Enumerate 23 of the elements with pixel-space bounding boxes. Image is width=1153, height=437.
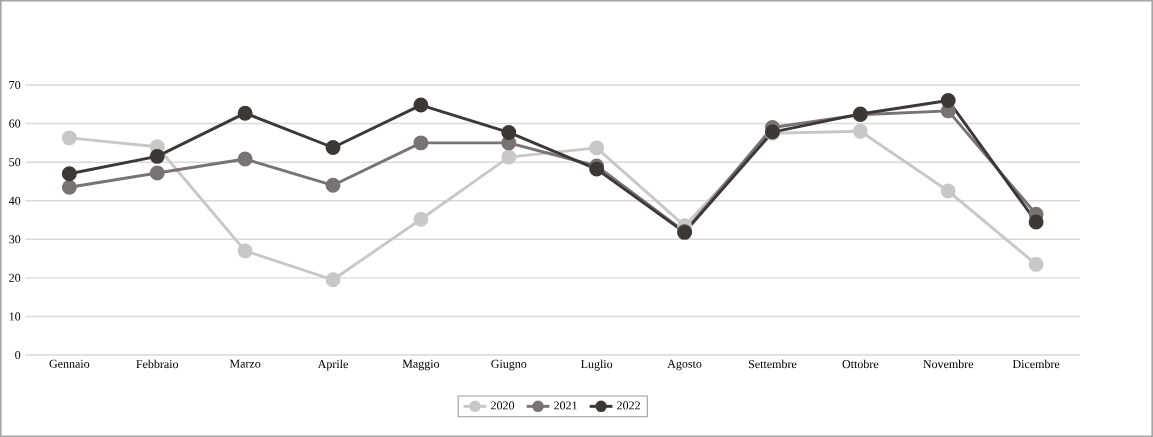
legend-label: 2021 <box>554 401 577 410</box>
x-tick-label: Dicembre <box>1012 359 1060 369</box>
x-tick-label: Agosto <box>667 359 702 371</box>
x-tick-label: Marzo <box>229 359 261 368</box>
y-tick-label: 70 <box>9 80 21 90</box>
y-tick-label: 50 <box>9 158 21 167</box>
y-tick-label: 30 <box>9 235 21 244</box>
x-tick-label: Febbraio <box>136 359 179 369</box>
y-tick-label: 40 <box>8 196 21 205</box>
x-tick-label: Aprile <box>317 359 348 371</box>
y-tick-label: 60 <box>9 119 21 128</box>
x-tick-label: Ottobre <box>842 359 879 369</box>
x-tick-label: Maggio <box>402 359 440 371</box>
x-tick-label: Gennaio <box>49 359 90 368</box>
y-tick-label: 10 <box>9 312 21 321</box>
x-tick-label: Luglio <box>581 359 613 371</box>
legend-label: 2020 <box>491 401 515 410</box>
legend-label: 2022 <box>617 401 640 410</box>
x-tick-label: Giugno <box>491 359 527 371</box>
x-tick-label: Settembre <box>748 359 797 369</box>
y-tick-label: 0 <box>15 350 21 360</box>
y-tick-label: 20 <box>9 273 21 282</box>
x-tick-label: Novembre <box>923 359 974 369</box>
